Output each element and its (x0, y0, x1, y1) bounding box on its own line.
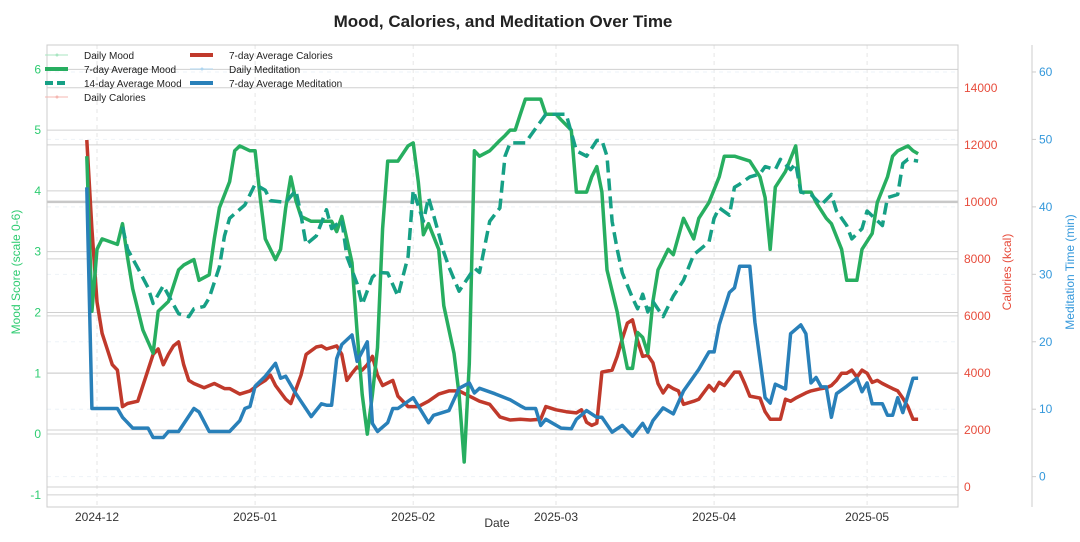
legend-marker (201, 68, 204, 71)
mood-tick-label: 2 (34, 305, 41, 319)
mood-tick-label: 3 (34, 245, 41, 259)
legend-label: 14-day Average Mood (84, 79, 182, 90)
legend-label: 7-day Average Meditation (229, 79, 342, 90)
legend-label: Daily Calories (84, 93, 146, 104)
mood-tick-label: -1 (30, 488, 41, 502)
series-7-day-average-mood (87, 99, 918, 462)
legend-marker (56, 96, 59, 99)
legend: Daily Mood 7-day Average Mood 14-day Avera… (45, 51, 342, 104)
legend-label: 7-day Average Mood (84, 65, 176, 76)
meditation-tick-label: 60 (1039, 65, 1053, 79)
plot-frame (47, 45, 958, 507)
x-tick-label: 2025-02 (391, 510, 435, 524)
meditation-tick-label: 40 (1039, 200, 1053, 214)
calories-tick-label: 4000 (964, 366, 991, 380)
calories-tick-label: 10000 (964, 195, 998, 209)
legend-marker (56, 54, 59, 57)
x-tick-label: 2025-05 (845, 510, 889, 524)
mood-tick-label: 0 (34, 427, 41, 441)
meditation-axis-label: Meditation Time (min) (1063, 214, 1077, 329)
meditation-tick-label: 10 (1039, 402, 1053, 416)
legend-label: 7-day Average Calories (229, 51, 333, 62)
mood-tick-label: 5 (34, 123, 41, 137)
mood-tick-label: 4 (34, 184, 41, 198)
meditation-tick-label: 50 (1039, 132, 1053, 146)
mood-tick-label: 6 (34, 62, 41, 76)
chart-title: Mood, Calories, and Meditation Over Time (334, 12, 673, 31)
legend-label: Daily Mood (84, 51, 134, 62)
grid (47, 45, 958, 507)
x-tick-label: 2024-12 (75, 510, 119, 524)
calories-tick-label: 2000 (964, 423, 991, 437)
mood-tick-label: 1 (34, 366, 41, 380)
meditation-tick-label: 0 (1039, 470, 1046, 484)
x-tick-label: 2025-01 (233, 510, 277, 524)
calories-axis-label: Calories (kcal) (1000, 234, 1014, 311)
calories-tick-label: 12000 (964, 138, 998, 152)
meditation-tick-label: 20 (1039, 335, 1053, 349)
x-tick-label: 2025-04 (692, 510, 736, 524)
calories-tick-label: 0 (964, 480, 971, 494)
calories-tick-label: 6000 (964, 309, 991, 323)
calories-tick-label: 8000 (964, 252, 991, 266)
mood-axis-label: Mood Score (scale 0-6) (9, 210, 23, 335)
calories-tick-label: 14000 (964, 81, 998, 95)
x-tick-label: 2025-03 (534, 510, 578, 524)
x-axis-label: Date (484, 516, 510, 530)
series-layer (87, 99, 918, 462)
meditation-tick-label: 30 (1039, 267, 1053, 281)
legend-label: Daily Meditation (229, 65, 300, 76)
